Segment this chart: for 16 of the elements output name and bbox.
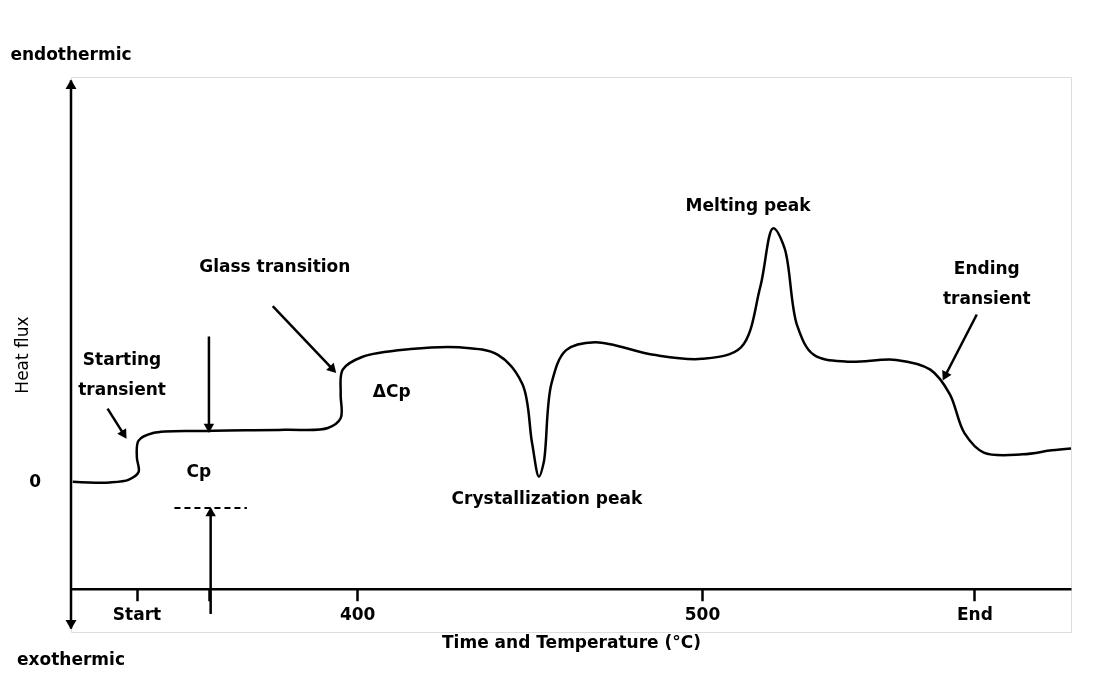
annotation: Glass transition bbox=[199, 256, 351, 277]
y-axis-title: Heat flux bbox=[11, 316, 32, 394]
x-tick-label: End bbox=[957, 604, 993, 625]
text: 0 bbox=[29, 470, 42, 491]
annotation: Melting peak bbox=[685, 195, 812, 216]
text: endothermic bbox=[10, 44, 132, 64]
annotation: Crystallization peak bbox=[451, 487, 643, 508]
text: exothermic bbox=[17, 649, 125, 669]
x-tick-label: 500 bbox=[684, 604, 721, 625]
annotation: ΔCp bbox=[372, 380, 411, 401]
annotation: Cp bbox=[186, 460, 212, 481]
x-tick-label: Start bbox=[112, 604, 162, 625]
annotation: Ending transient bbox=[942, 258, 1031, 309]
x-tick-label: 400 bbox=[339, 604, 376, 625]
annotation: Starting transient bbox=[78, 348, 166, 399]
x-axis-title: Time and Temperature (°C) bbox=[442, 632, 701, 653]
